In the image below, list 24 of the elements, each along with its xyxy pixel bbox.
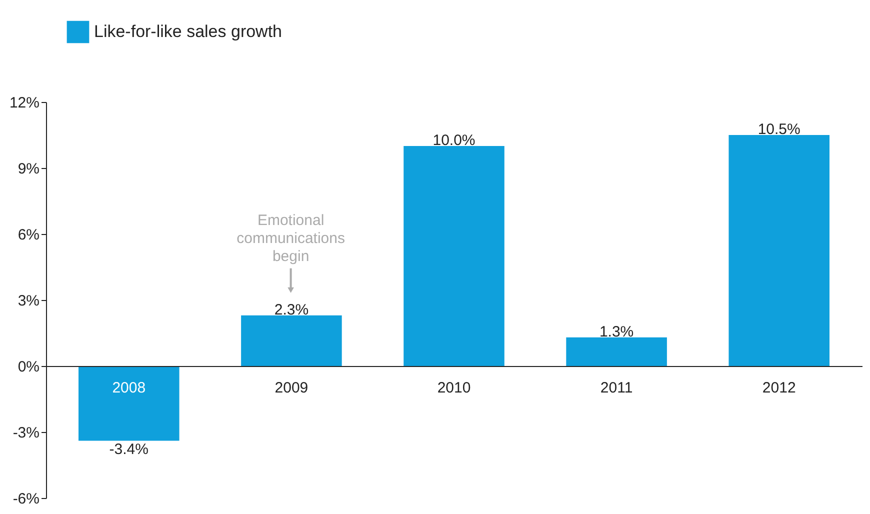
x-tick-label: 2009 xyxy=(274,380,308,396)
text: 2.3% xyxy=(274,301,309,318)
y-tick-label: 9% xyxy=(18,160,40,178)
text: -3.4% xyxy=(109,440,148,458)
bar xyxy=(566,337,667,366)
x-tick-label: 2010 xyxy=(437,380,471,396)
bar xyxy=(241,315,342,366)
text: 10.0% xyxy=(432,132,476,149)
y-tick-label: 3% xyxy=(18,292,40,310)
y-tick-label: 6% xyxy=(18,226,40,244)
legend-label: Like-for-like sales growth xyxy=(94,22,282,41)
text: 1.3% xyxy=(599,323,634,340)
x-tick-label: 2008 xyxy=(112,380,146,396)
y-tick-label: 0% xyxy=(18,358,40,376)
y-tick-label: -3% xyxy=(12,424,40,442)
annotation: Emotional communications begin xyxy=(236,212,345,265)
y-tick-label: 12% xyxy=(9,94,40,112)
x-tick-label: 2011 xyxy=(600,380,633,396)
x-tick-label: 2012 xyxy=(762,380,796,396)
y-tick-label: -6% xyxy=(12,490,40,508)
bar xyxy=(404,146,504,366)
bar xyxy=(728,135,830,366)
text: 10.5% xyxy=(758,121,800,138)
bar xyxy=(78,366,180,441)
